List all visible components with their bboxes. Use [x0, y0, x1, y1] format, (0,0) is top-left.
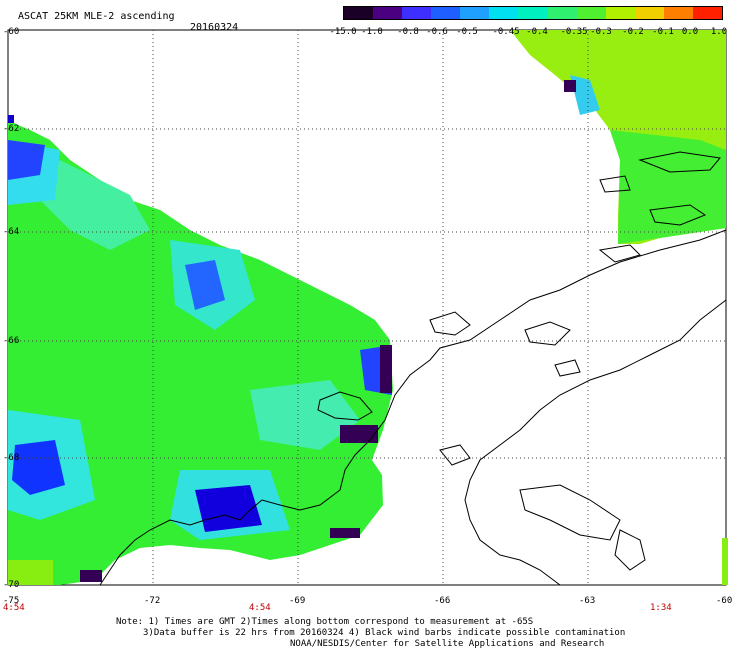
colorbar-segment [547, 7, 577, 19]
colorbar-segment [460, 7, 490, 19]
colorbar-segment [605, 7, 635, 19]
coastline-island [519, 484, 621, 541]
time-label: 1:34 [650, 603, 672, 613]
coastline-island [317, 391, 373, 421]
swath-purple-patch [8, 115, 14, 123]
swath-right-cyan [570, 75, 600, 115]
colorbar-label: -0.3 [590, 27, 612, 37]
wind-swath-right [510, 30, 728, 585]
swath-blue-patch [195, 485, 262, 532]
coastline-island [598, 244, 641, 263]
swath-blue-patch [185, 260, 225, 310]
colorbar-label: -0.2 [622, 27, 644, 37]
colorbar-segment [373, 7, 403, 19]
colorbar-label: -0.4 [526, 27, 548, 37]
lon-label: -60 [716, 596, 733, 606]
colorbar-label: -0.45 [492, 27, 520, 37]
map-date: 20160324 [190, 22, 239, 33]
colorbar-label: 1.0 [710, 27, 728, 37]
lon-label: -69 [289, 596, 306, 606]
map-title: ASCAT 25KM MLE-2 ascending [18, 11, 175, 22]
note-line-1: Note: 1) Times are GMT 2)Times along bot… [116, 617, 534, 627]
graticule [8, 30, 726, 585]
swath-blue-patch [8, 140, 45, 180]
lon-label: -63 [579, 596, 596, 606]
note-line-3: NOAA/NESDIS/Center for Satellite Applica… [290, 639, 605, 649]
lat-label: -66 [3, 336, 20, 346]
coastline-island [554, 359, 581, 377]
swath-purple-patch [330, 528, 360, 538]
swath-yellowgreen-patch [8, 560, 53, 585]
colorbar-segment [518, 7, 548, 19]
note-line-2: 3)Data buffer is 22 hrs from 20160324 4)… [143, 628, 626, 638]
colorbar-segment [634, 7, 664, 19]
colorbar-segment [692, 7, 723, 19]
colorbar-segment [489, 7, 519, 19]
colorbar-label: -0.1 [652, 27, 674, 37]
swath-right-green [610, 130, 726, 244]
lat-label: -60 [3, 27, 20, 37]
wind-swath-left [8, 115, 393, 585]
coastline-island [649, 204, 707, 226]
colorbar-segment [344, 7, 374, 19]
colorbar-label: -0.6 [426, 27, 448, 37]
colorbar [343, 6, 723, 20]
swath-cyan-patch [40, 160, 150, 250]
colorbar-segment [576, 7, 606, 19]
coastline-island [614, 529, 646, 571]
lon-label: -66 [434, 596, 451, 606]
coastline-island [524, 321, 571, 346]
swath-purple-patch [380, 345, 392, 393]
colorbar-segment [402, 7, 432, 19]
coastline-island [638, 151, 721, 173]
colorbar-label: -0.35 [560, 27, 588, 37]
time-label: 4:54 [249, 603, 271, 613]
lat-label: -68 [3, 453, 20, 463]
lon-label: -75 [3, 596, 20, 606]
swath-purple-patch [564, 80, 576, 92]
colorbar-segment [431, 7, 461, 19]
colorbar-label: -1.0 [361, 27, 383, 37]
swath-purple-patch [80, 570, 102, 582]
coastline-island [439, 444, 471, 466]
lat-label: -64 [3, 227, 20, 237]
lat-label: -62 [3, 124, 20, 134]
swath-cyan-patch [250, 380, 360, 450]
time-label: 4:54 [3, 603, 25, 613]
swath-purple-patch [340, 425, 378, 443]
coastline-island [429, 311, 471, 336]
swath-yellowgreen-patch [722, 538, 728, 585]
lat-label: -70 [3, 580, 20, 590]
coastline-peninsula [99, 229, 727, 586]
colorbar-label: -0.5 [456, 27, 478, 37]
coastline-island [599, 175, 631, 193]
coastlines [99, 151, 727, 586]
colorbar-label: -15.0 [329, 27, 357, 37]
colorbar-label: 0.0 [681, 27, 699, 37]
colorbar-label: -0.8 [397, 27, 419, 37]
colorbar-segment [663, 7, 693, 19]
swath-blue-patch [12, 440, 65, 495]
lon-label: -72 [144, 596, 161, 606]
coastline-peninsula-east [464, 299, 727, 586]
